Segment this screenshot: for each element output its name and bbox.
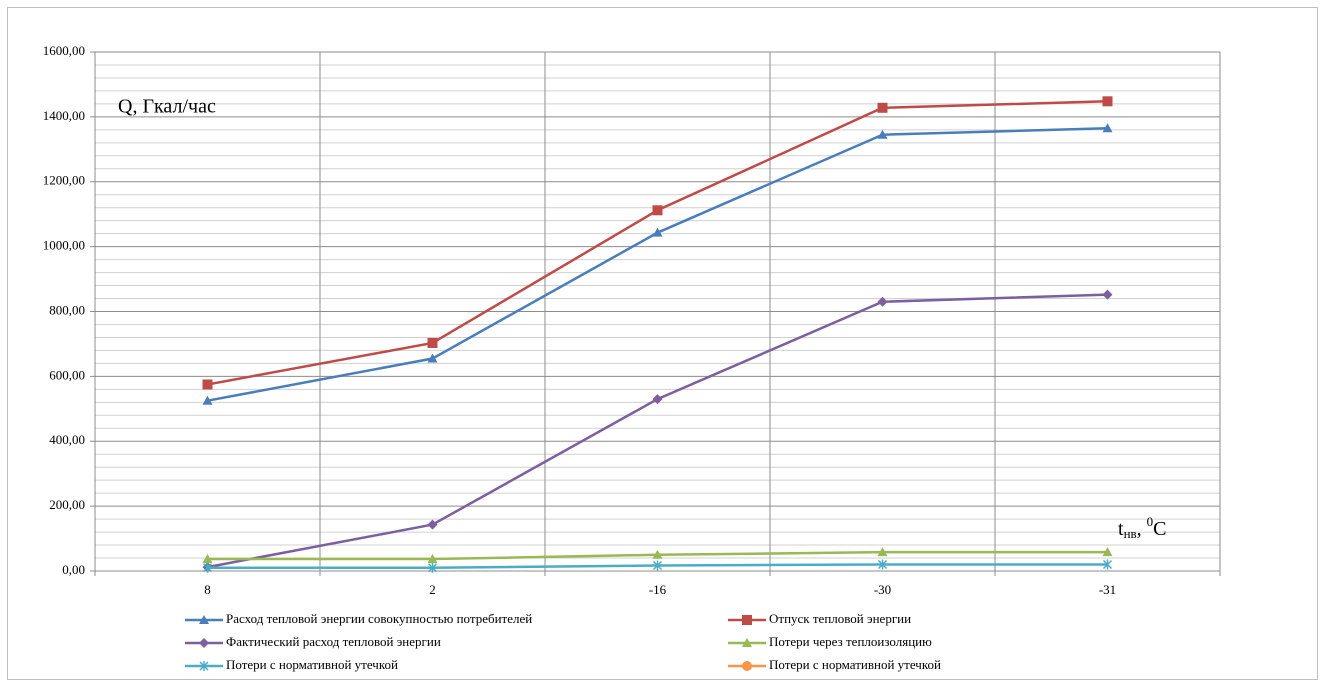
x-tick-label: 8 (204, 582, 211, 597)
data-point (1102, 96, 1113, 107)
y-tick-label: 600,00 (49, 367, 85, 382)
legend-label: Отпуск тепловой энергии (769, 611, 911, 626)
data-point (427, 353, 438, 363)
data-point (202, 562, 213, 573)
y-tick-label: 200,00 (49, 497, 85, 512)
y-tick-label: 800,00 (49, 302, 85, 317)
x-label-unit: C (1153, 518, 1166, 540)
legend-label: Расход тепловой энергии совокупностью по… (226, 611, 532, 626)
data-point (652, 227, 663, 237)
x-tick-label: 2 (429, 582, 436, 597)
data-point (652, 205, 663, 216)
legend-marker (742, 661, 752, 671)
x-label-separator: , (1137, 518, 1147, 540)
x-axis-label: tнв, 0C (1118, 514, 1167, 541)
legend-label: Потери с нормативной утечкой (226, 657, 398, 672)
legend-marker (199, 661, 209, 671)
legend-marker (742, 638, 752, 647)
data-point (1102, 559, 1113, 570)
x-tick-label: -31 (1099, 582, 1116, 597)
data-point (877, 102, 888, 113)
x-tick-label: -30 (874, 582, 891, 597)
legend-label: Потери с нормативной утечкой (769, 657, 941, 672)
data-point (877, 296, 888, 307)
legend-label: Фактический расход тепловой энергии (226, 634, 441, 649)
x-label-base: t (1118, 518, 1124, 540)
y-tick-label: 1000,00 (43, 238, 85, 253)
data-point (427, 337, 438, 348)
data-point (652, 549, 663, 559)
data-point (877, 559, 888, 570)
data-point (877, 547, 888, 557)
y-tick-label: 0,00 (62, 562, 85, 577)
data-point (652, 560, 663, 571)
x-label-subscript: нв (1124, 526, 1137, 541)
y-axis-label: Q, Гкал/час (118, 96, 216, 118)
data-point (202, 379, 213, 390)
legend-marker (742, 615, 752, 625)
y-tick-label: 1200,00 (43, 173, 85, 188)
data-point (652, 394, 663, 405)
data-point (1102, 123, 1113, 133)
data-point (427, 553, 438, 563)
legend-label: Потери через теплоизоляцию (769, 634, 932, 649)
y-tick-label: 1400,00 (43, 108, 85, 123)
data-point (427, 519, 438, 530)
legend-marker (199, 638, 209, 648)
data-point (427, 562, 438, 573)
data-point (877, 129, 888, 139)
data-point (202, 395, 213, 405)
y-tick-label: 400,00 (49, 432, 85, 447)
x-tick-label: -16 (649, 582, 667, 597)
x-label-superscript: 0 (1147, 514, 1154, 529)
data-point (1102, 289, 1113, 300)
y-tick-label: 1600,00 (43, 43, 85, 58)
legend-marker (199, 615, 209, 624)
data-point (1102, 547, 1113, 557)
data-point (202, 553, 213, 563)
